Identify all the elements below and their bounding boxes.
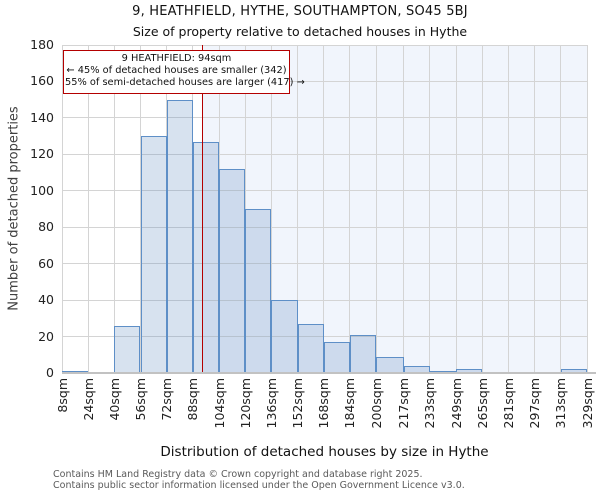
h-gridline	[62, 190, 587, 192]
histogram-bar	[114, 325, 141, 373]
histogram-bar	[376, 356, 404, 373]
chart-subtitle: Size of property relative to detached ho…	[132, 24, 468, 39]
x-tick-label: 265sqm	[474, 378, 490, 429]
histogram-bar	[192, 141, 219, 373]
h-gridline	[62, 117, 587, 119]
y-tick-label: 0	[46, 365, 54, 380]
y-tick-label: 100	[30, 182, 54, 198]
x-tick-label: 233sqm	[422, 378, 438, 429]
page-title: 9, HEATHFIELD, HYTHE, SOUTHAMPTON, SO45 …	[132, 4, 468, 19]
histogram-bar	[349, 334, 376, 373]
histogram-bar	[166, 99, 193, 373]
v-gridline	[455, 45, 457, 373]
x-tick-label: 329sqm	[579, 378, 595, 429]
x-tick-label: 88sqm	[185, 378, 201, 421]
annotation-callout: 9 HEATHFIELD: 94sqm ← 45% of detached ho…	[63, 50, 305, 94]
x-tick-label: 249sqm	[448, 378, 464, 429]
x-tick-label: 136sqm	[263, 378, 279, 429]
x-axis-line	[62, 371, 596, 374]
x-tick-label: 217sqm	[396, 378, 412, 429]
histogram-bar	[245, 209, 272, 373]
y-tick-label: 180	[30, 37, 54, 52]
attribution-line-1: Contains HM Land Registry data © Crown c…	[53, 469, 423, 480]
h-gridline	[62, 153, 587, 155]
v-gridline	[560, 45, 562, 373]
x-tick-label: 40sqm	[106, 378, 122, 421]
v-gridline	[113, 45, 115, 373]
v-gridline	[297, 45, 298, 373]
y-axis-label: Number of detached properties	[6, 106, 22, 311]
v-gridline	[403, 45, 405, 373]
histogram-bar	[323, 342, 350, 373]
x-tick-label: 184sqm	[342, 378, 358, 429]
y-tick-label: 140	[30, 109, 54, 125]
annotation-line-1: 9 HEATHFIELD: 94sqm	[121, 53, 232, 64]
h-gridline	[62, 299, 587, 301]
attribution-line-2: Contains public sector information licen…	[53, 480, 465, 492]
annotation-line-2: ← 45% of detached houses are smaller (34…	[66, 65, 287, 77]
histogram-bar	[271, 300, 298, 373]
x-tick-label: 72sqm	[159, 378, 175, 421]
x-tick-label: 200sqm	[368, 378, 384, 429]
histogram-bar	[219, 168, 246, 373]
plot-area: 9 HEATHFIELD: 94sqm ← 45% of detached ho…	[61, 44, 588, 374]
x-tick-label: 313sqm	[553, 378, 569, 429]
x-tick-label: 104sqm	[211, 378, 227, 429]
h-gridline	[62, 226, 587, 228]
v-gridline	[61, 45, 63, 373]
x-tick-label: 24sqm	[80, 378, 96, 421]
v-gridline	[270, 45, 272, 373]
y-tick-label: 120	[30, 146, 54, 162]
v-gridline	[481, 45, 483, 373]
h-gridline	[62, 336, 587, 338]
v-gridline	[323, 45, 325, 373]
histogram-bar	[297, 323, 324, 373]
v-gridline	[429, 45, 431, 373]
y-tick-label: 60	[38, 255, 54, 271]
x-axis-title: Distribution of detached houses by size …	[160, 444, 489, 460]
v-gridline	[349, 45, 351, 373]
histogram-bar	[140, 136, 167, 373]
attribution-footer: Contains HM Land Registry data © Crown c…	[53, 469, 593, 492]
x-tick-label: 281sqm	[500, 378, 516, 429]
v-gridline	[586, 45, 588, 373]
y-tick-label: 20	[38, 328, 54, 344]
x-tick-label: 8sqm	[54, 378, 70, 413]
x-tick-label: 152sqm	[290, 378, 305, 429]
y-tick-label: 40	[38, 292, 54, 308]
annotation-line-3: 55% of semi-detached houses are larger (…	[65, 77, 305, 89]
y-tick-label: 160	[30, 73, 54, 89]
v-gridline	[87, 45, 89, 373]
h-gridline	[62, 44, 587, 46]
x-tick-label: 168sqm	[316, 378, 332, 429]
x-tick-label: 120sqm	[237, 378, 253, 429]
h-gridline	[62, 263, 587, 265]
v-gridline	[507, 45, 509, 373]
x-tick-label: 56sqm	[133, 378, 148, 421]
x-tick-label: 297sqm	[527, 378, 543, 429]
h-gridline	[62, 80, 587, 82]
v-gridline	[534, 45, 536, 373]
y-tick-label: 80	[38, 219, 54, 235]
v-gridline	[375, 45, 377, 373]
property-size-marker-line	[201, 45, 204, 373]
